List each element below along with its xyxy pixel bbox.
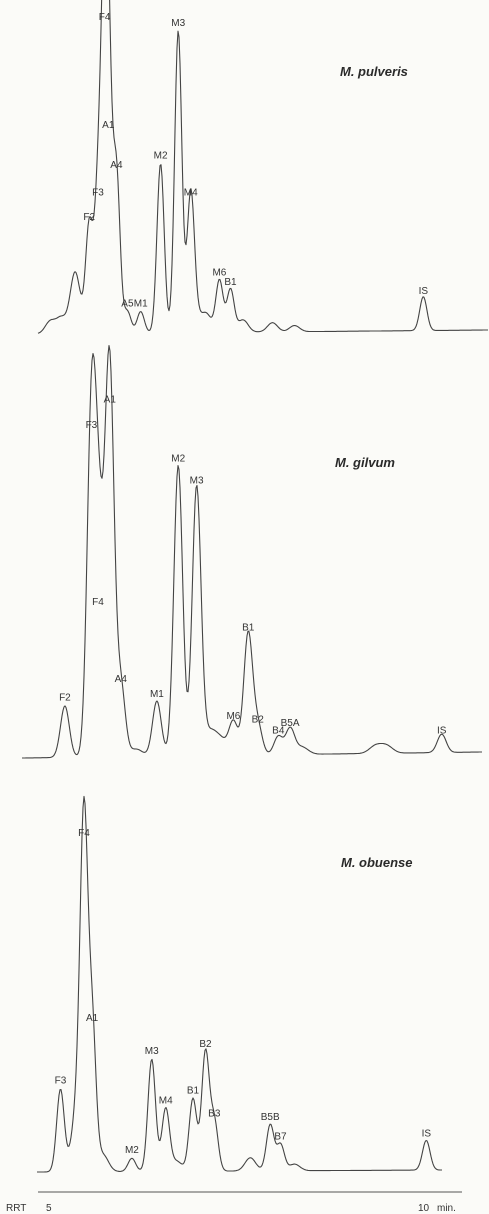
peak-label-b1: B1 bbox=[187, 1085, 200, 1096]
peak-label-m2: M2 bbox=[154, 151, 168, 162]
peak-label-m3: M3 bbox=[190, 475, 204, 486]
peak-label-m3: M3 bbox=[145, 1046, 159, 1057]
peak-label-b2: B2 bbox=[199, 1039, 212, 1050]
peak-label-m4: M4 bbox=[159, 1095, 173, 1106]
peak-label-a1: A1 bbox=[86, 1013, 99, 1024]
peak-label-m6: M6 bbox=[226, 711, 240, 722]
x-axis: RRT 5 10 min. bbox=[6, 1191, 462, 1214]
peak-label-m1: M1 bbox=[134, 298, 148, 309]
peak-label-m2: M2 bbox=[171, 453, 185, 464]
peak-label-is: IS bbox=[422, 1128, 432, 1139]
x-axis-label-rrt: RRT bbox=[6, 1203, 26, 1214]
peak-label-b4: B4 bbox=[272, 726, 285, 737]
peak-label-a1: A1 bbox=[104, 394, 117, 405]
panel-title-m-obuense: M. obuense bbox=[341, 855, 413, 870]
peak-label-m4: M4 bbox=[184, 188, 198, 199]
peak-label-m2: M2 bbox=[125, 1145, 139, 1156]
trace-m-obuense bbox=[37, 795, 442, 1173]
peak-label-f3: F3 bbox=[86, 420, 98, 431]
peak-label-f2: F2 bbox=[59, 693, 71, 704]
peak-label-f4: F4 bbox=[78, 828, 90, 839]
peak-label-is: IS bbox=[419, 286, 429, 297]
x-axis-unit: min. bbox=[437, 1203, 456, 1214]
peak-label-f3: F3 bbox=[92, 188, 104, 199]
peak-label-b3: B3 bbox=[208, 1109, 221, 1120]
peak-label-f4: F4 bbox=[99, 12, 111, 23]
peak-label-m3: M3 bbox=[171, 18, 185, 29]
peak-labels-m-obuense: F3 F4 A1 M2 M3 M4 B1 B2 B3 B5B B7 IS bbox=[55, 828, 432, 1156]
peak-label-a5: A5 bbox=[121, 298, 134, 309]
peak-label-b7: B7 bbox=[274, 1132, 287, 1143]
x-tick-label-10: 10 bbox=[418, 1203, 430, 1214]
panel-title-m-gilvum: M. gilvum bbox=[335, 455, 395, 470]
peak-label-b1: B1 bbox=[242, 623, 255, 634]
peak-label-f2: F2 bbox=[83, 212, 95, 223]
peak-label-f3: F3 bbox=[55, 1076, 67, 1087]
peak-label-a1: A1 bbox=[102, 120, 115, 131]
peak-label-m6: M6 bbox=[212, 268, 226, 279]
trace-m-pulveris bbox=[37, 0, 488, 334]
peak-label-b1: B1 bbox=[224, 277, 237, 288]
panel-title-m-pulveris: M. pulveris bbox=[340, 64, 408, 79]
peak-label-m1: M1 bbox=[150, 689, 164, 700]
peak-label-b5b: B5B bbox=[261, 1112, 280, 1123]
x-tick-label-5: 5 bbox=[46, 1203, 52, 1214]
peak-label-f4: F4 bbox=[92, 597, 104, 608]
peak-label-a4: A4 bbox=[110, 160, 123, 171]
panel-m-obuense: M. obuense F3 F4 A1 M2 M3 M4 B1 B2 B3 B5B B7 IS bbox=[37, 795, 442, 1173]
peak-label-b5a: B5A bbox=[281, 718, 300, 729]
peak-label-b2: B2 bbox=[252, 715, 265, 726]
trace-m-gilvum bbox=[22, 345, 482, 759]
peak-label-a4: A4 bbox=[115, 674, 128, 685]
peak-label-is: IS bbox=[437, 726, 447, 737]
